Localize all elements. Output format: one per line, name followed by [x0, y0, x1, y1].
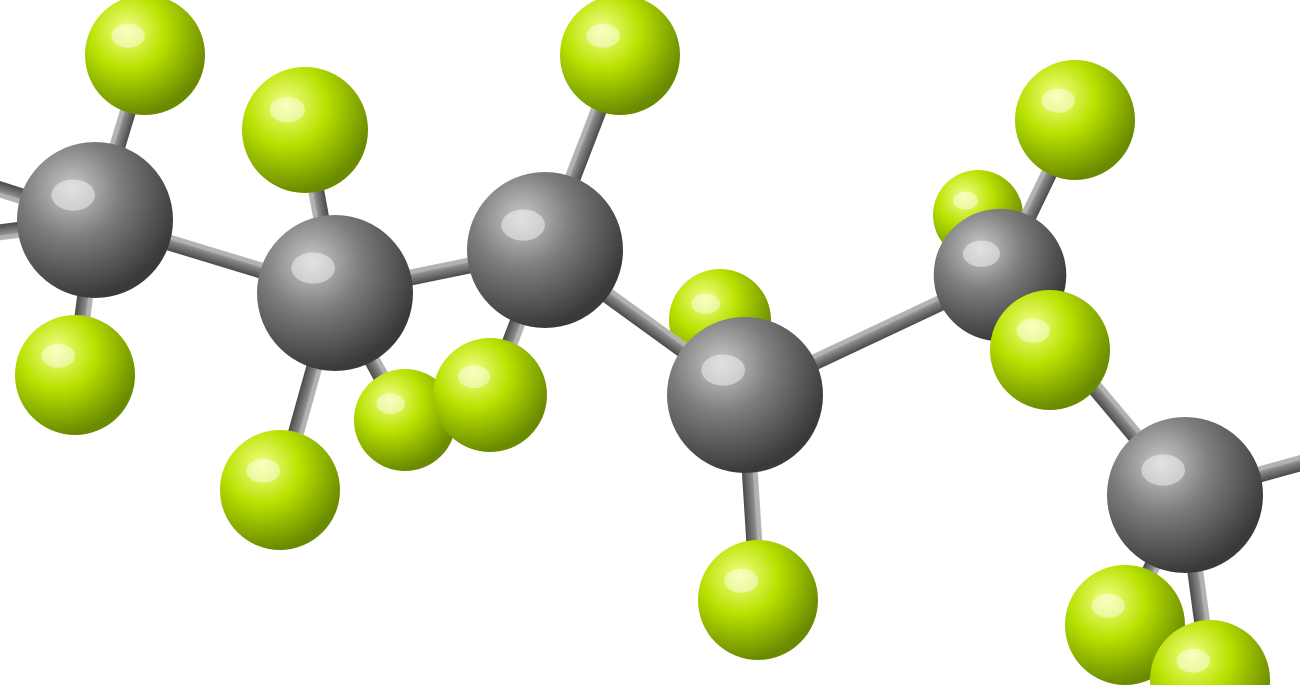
carbon-atom — [667, 317, 823, 473]
fluorine-atom — [560, 0, 680, 115]
fluorine-atom — [220, 430, 340, 550]
fluorine-atom — [85, 0, 205, 115]
fluorine-atom — [990, 290, 1110, 410]
fluorine-atom — [242, 67, 368, 193]
fluorine-atom — [698, 540, 818, 660]
carbon-atom — [467, 172, 623, 328]
carbon-atom — [257, 215, 413, 371]
molecule-diagram — [0, 0, 1300, 685]
carbon-atom — [1107, 417, 1263, 573]
fluorine-atom — [1015, 60, 1135, 180]
carbon-atom — [17, 142, 173, 298]
fluorine-atom — [433, 338, 547, 452]
fluorine-atom — [15, 315, 135, 435]
